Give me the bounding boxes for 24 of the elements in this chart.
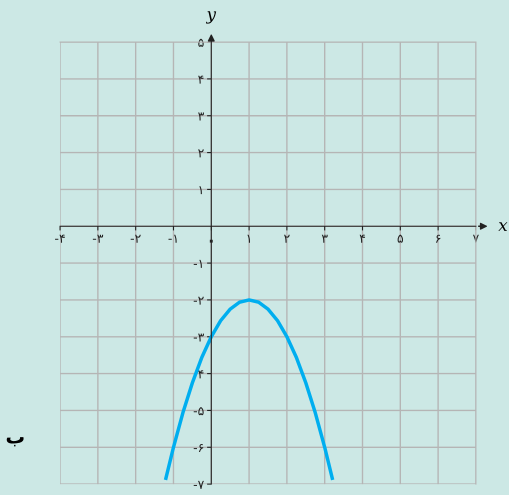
y-axis-title: y: [206, 11, 216, 24]
text: ب: [6, 437, 24, 446]
y-tick-label: -۷: [194, 480, 204, 489]
y-tick-label: ۲: [198, 149, 204, 158]
y-tick-label: -۱: [194, 260, 202, 268]
y-tick-label: -۶: [194, 444, 204, 452]
y-tick-label: -۳: [194, 334, 204, 342]
y-tick-label: -۵: [194, 407, 204, 416]
x-tick-label: ۵: [398, 234, 404, 243]
x-tick-label: -۲: [130, 234, 141, 243]
y-tick-label: ۳: [198, 112, 204, 120]
x-tick-label: -۴: [55, 234, 65, 243]
line-series: [164, 298, 334, 480]
y-tick-label: -۲: [194, 296, 204, 305]
x-axis-title: x: [498, 222, 508, 231]
x-tick-label: ۱: [247, 234, 250, 243]
y-tick-label: ۴: [198, 76, 204, 84]
x-tick-label: ۴: [360, 234, 366, 243]
x-tick-label: ۲: [284, 234, 290, 243]
x-tick-label: ۶: [436, 234, 440, 243]
x-tick-label: ۳: [322, 234, 328, 243]
x-tick-label: -۳: [92, 234, 104, 243]
y-tick-label: ۱: [199, 186, 202, 194]
x-tick-label: -۱: [168, 234, 177, 243]
